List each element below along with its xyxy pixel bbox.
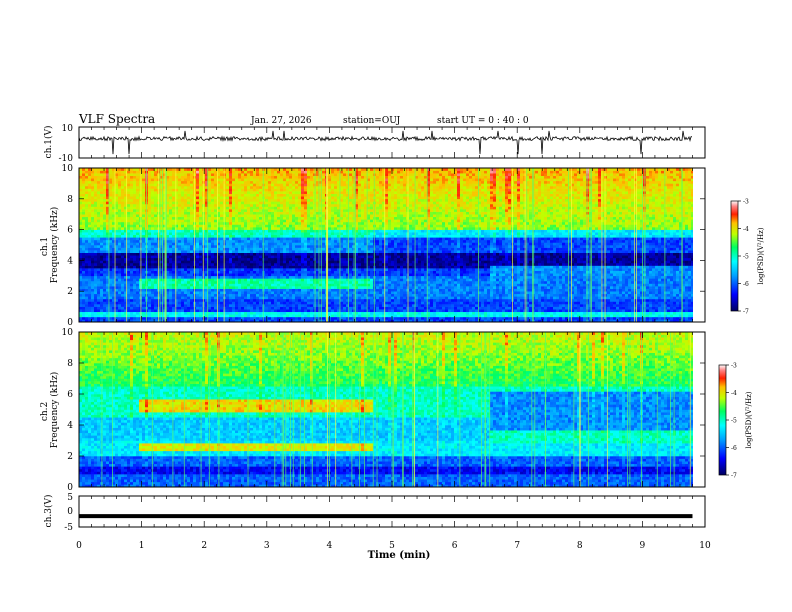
x-tick-label: 7 <box>514 541 520 551</box>
ch3-trace-ylabel: ch.3(V) <box>43 495 54 528</box>
ch1-ytick-top: 10 <box>62 124 74 134</box>
ch1-spectrogram-ylabel: ch.1 Frequency (kHz) <box>40 207 60 284</box>
ch2-spectrogram-image <box>79 332 693 487</box>
ch2-ylabel-line1: ch.2 <box>40 402 50 421</box>
x-axis-tick-labels: 0 1 2 3 4 5 6 7 8 9 10 <box>76 541 711 551</box>
ch1-colorbar-tick: -4 <box>743 226 749 233</box>
x-tick-label: 6 <box>452 541 458 551</box>
x-tick-label: 10 <box>699 541 711 551</box>
x-tick-label: 2 <box>201 541 207 551</box>
x-axis-label: Time (min) <box>368 550 431 561</box>
ch1-colorbar-label: log(PSD)(V²/Hz) <box>757 227 765 284</box>
ch1-waveform-ylabel: ch.1(V) <box>43 126 54 159</box>
ch2-ytick-label: 4 <box>67 421 73 431</box>
x-tick-label: 0 <box>76 541 82 551</box>
ch2-ytick-label: 10 <box>62 328 74 338</box>
ch2-spectrogram-panel: 0 2 4 6 8 10 ch.2 Frequency (kHz) <box>40 328 706 493</box>
date-label: Jan. 27, 2026 <box>250 116 312 126</box>
x-tick-label: 4 <box>327 541 333 551</box>
ch2-colorbar-tick: -7 <box>731 473 737 480</box>
ch2-spectrogram-ylabel: ch.2 Frequency (kHz) <box>40 372 60 449</box>
ch1-ylabel-line2: Frequency (kHz) <box>49 207 60 284</box>
ch1-spectrogram-panel: 0 2 4 6 8 10 ch.1 Frequency (kHz) <box>40 164 706 328</box>
figure-title: VLF Spectra <box>78 112 155 126</box>
ch1-ytick-label: 8 <box>67 195 73 205</box>
ch2-ytick-label: 8 <box>67 359 73 369</box>
ch1-ytick-bottom: -10 <box>59 154 74 164</box>
ch3-ytick-top: 5 <box>67 493 73 503</box>
ch2-colorbar-tick: -5 <box>731 418 737 425</box>
ch2-colorbar-tick: -6 <box>731 445 737 452</box>
ch1-colorbar-tick: -6 <box>743 281 749 288</box>
x-tick-label: 8 <box>577 541 583 551</box>
x-tick-label: 9 <box>640 541 646 551</box>
ch1-spectrogram-image <box>79 168 693 322</box>
ch1-colorbar-tick: -7 <box>743 309 749 316</box>
ch2-colorbar-tick: -3 <box>731 363 737 370</box>
x-tick-label: 1 <box>139 541 145 551</box>
ch2-ytick-label: 0 <box>67 483 73 493</box>
ch2-colorbar-tick: -4 <box>731 390 737 397</box>
station-label: station=OUJ <box>343 116 401 126</box>
ch1-colorbar-tick: -3 <box>743 199 749 206</box>
x-tick-label: 5 <box>389 541 395 551</box>
ch1-colorbar: -3 -4 -5 -6 -7 log(PSD)(V²/Hz) <box>730 199 765 316</box>
ch1-ytick-label: 0 <box>67 318 73 328</box>
ch1-waveform-panel: 10 -10 ch.1(V) <box>43 124 706 164</box>
x-tick-label: 3 <box>264 541 270 551</box>
ch1-colorbar-gradient <box>730 200 739 312</box>
ch1-waveform-line <box>78 130 693 155</box>
ch2-ylabel-line2: Frequency (kHz) <box>49 372 60 449</box>
ch1-ytick-label: 2 <box>67 287 73 297</box>
ch2-colorbar: -3 -4 -5 -6 -7 log(PSD)(V²/Hz) <box>718 363 753 480</box>
ch1-ylabel-line1: ch.1 <box>40 237 50 256</box>
ch2-colorbar-label: log(PSD)(V²/Hz) <box>745 391 753 448</box>
ch2-colorbar-gradient <box>718 364 727 476</box>
ch1-ytick-label: 10 <box>62 164 74 174</box>
ch2-ytick-label: 2 <box>67 452 73 462</box>
ch1-ytick-label: 4 <box>67 256 73 266</box>
ch3-ytick-middle: 0 <box>67 507 73 517</box>
start-ut-label: start UT = 0 : 40 : 0 <box>437 116 529 126</box>
ch1-ytick-label: 6 <box>67 226 73 236</box>
ch3-trace-panel: 5 0 -5 ch.3(V) <box>43 493 706 533</box>
ch3-ytick-bottom: -5 <box>64 523 73 533</box>
ch2-ytick-label: 6 <box>67 390 73 400</box>
ch1-colorbar-tick: -5 <box>743 254 749 261</box>
